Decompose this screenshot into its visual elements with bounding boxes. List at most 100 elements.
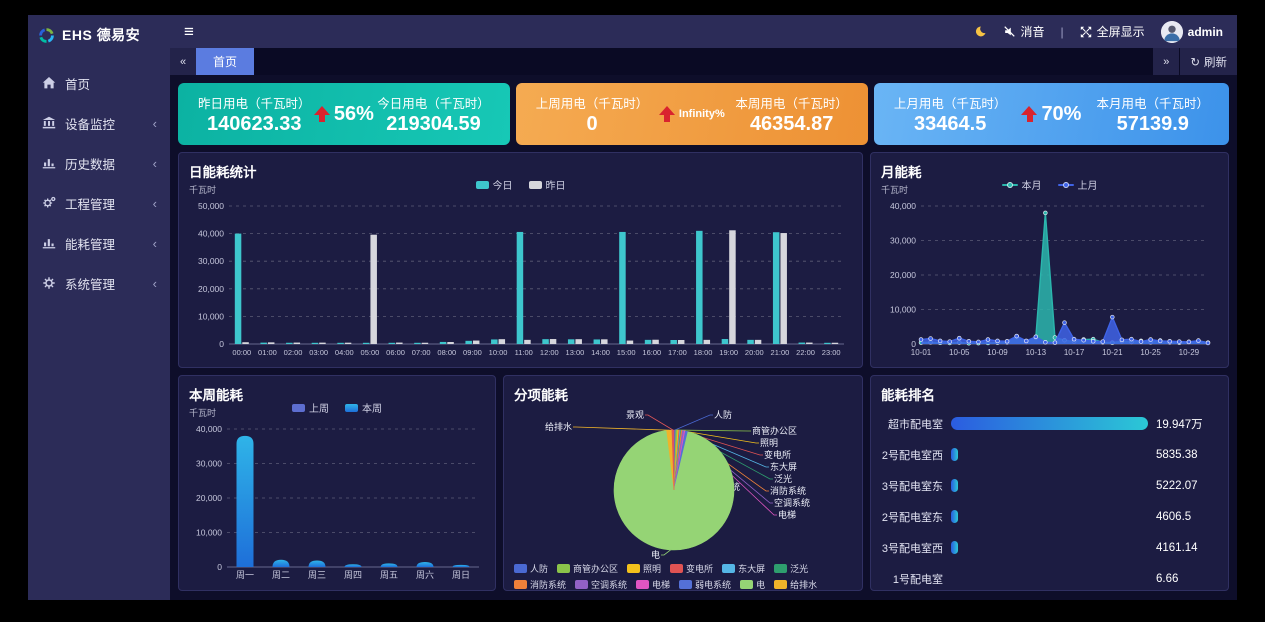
weekly-chart-legend: 上周 本周: [179, 400, 495, 415]
user-menu[interactable]: admin: [1160, 20, 1223, 43]
hamburger-menu-icon[interactable]: ≡: [184, 22, 194, 41]
legend-item[interactable]: 消防系统: [514, 578, 566, 590]
dashboard-content: 昨日用电（千瓦时） 140623.33 56% 今日用电（千瓦时） 219304…: [170, 75, 1237, 600]
refresh-icon: ↻: [1190, 56, 1200, 69]
legend-item[interactable]: 弱电系统: [679, 578, 731, 590]
ranking-bar: [951, 541, 958, 554]
main-area: ≡ 消音 | 全屏显示 admin: [170, 15, 1237, 600]
monthly-chart-legend: 本月 上月: [871, 177, 1228, 192]
sidebar-item-system-mgmt[interactable]: 系统管理 ‹: [28, 263, 170, 303]
legend-item[interactable]: 商管办公区: [557, 562, 618, 575]
svg-text:10,000: 10,000: [890, 305, 916, 315]
legend-item[interactable]: 本周: [345, 400, 382, 415]
legend-swatch: [475, 180, 489, 189]
svg-text:周四: 周四: [344, 570, 362, 580]
sidebar-item-label: 系统管理: [65, 277, 116, 292]
panel-unit: 千瓦时: [881, 185, 909, 195]
svg-text:15:00: 15:00: [617, 348, 636, 357]
legend-label: 昨日: [545, 181, 566, 192]
kpi-card-day: 昨日用电（千瓦时） 140623.33 56% 今日用电（千瓦时） 219304…: [178, 83, 510, 145]
chevron-left-icon: ‹: [152, 155, 157, 171]
sidebar-item-energy-mgmt[interactable]: 能耗管理 ‹: [28, 223, 170, 263]
legend-item[interactable]: 今日: [475, 177, 513, 192]
subitem-pie-chart: 人防商管办公区照明变电所东大屏泛光消防系统空调系统电梯弱电系统电给排水景观: [545, 409, 810, 560]
svg-text:10-13: 10-13: [1026, 348, 1047, 357]
kpi-label: 本周用电（千瓦时）: [735, 96, 848, 111]
legend-line-marker: [1057, 181, 1074, 188]
legend-swatch: [740, 580, 754, 589]
brand-ring-icon: [39, 27, 54, 43]
legend-item[interactable]: 泛光: [774, 562, 808, 575]
tabs-scroll-right-icon[interactable]: »: [1153, 48, 1180, 75]
svg-text:08:00: 08:00: [437, 348, 456, 357]
sidebar-item-history-data[interactable]: 历史数据 ‹: [28, 143, 170, 183]
svg-text:16:00: 16:00: [642, 348, 661, 357]
legend-item[interactable]: 照明: [627, 562, 661, 575]
mute-button[interactable]: 消音: [1003, 23, 1045, 40]
legend-swatch: [670, 564, 684, 573]
ranking-bar: [951, 417, 1148, 430]
panel-title: 本周能耗: [189, 388, 243, 403]
legend-item[interactable]: 空调系统: [575, 578, 628, 590]
ranking-label: 2号配电室西: [881, 449, 943, 462]
legend-label: 东大屏: [738, 564, 766, 574]
legend-item[interactable]: 电梯: [636, 578, 671, 590]
kpi-row: 昨日用电（千瓦时） 140623.33 56% 今日用电（千瓦时） 219304…: [178, 83, 1229, 145]
up-arrow-icon: [313, 106, 331, 122]
kpi-value: 0: [586, 112, 598, 135]
legend-item[interactable]: 人防: [514, 562, 548, 575]
svg-text:40,000: 40,000: [890, 201, 916, 211]
panel-unit: 千瓦时: [189, 185, 217, 195]
brand-logo: EHS 德易安: [28, 15, 170, 55]
legend-item[interactable]: 电: [740, 578, 765, 590]
svg-text:变电所: 变电所: [764, 449, 791, 460]
theme-toggle-button[interactable]: [973, 25, 987, 39]
legend-item[interactable]: 上周: [292, 400, 329, 415]
svg-text:10-09: 10-09: [987, 348, 1008, 357]
fullscreen-label: 全屏显示: [1096, 25, 1145, 39]
refresh-button[interactable]: ↻ 刷新: [1179, 48, 1237, 75]
legend-swatch: [514, 580, 527, 589]
panel-title: 能耗排名: [881, 388, 935, 403]
legend-item[interactable]: 上月: [1057, 177, 1098, 192]
svg-text:06:00: 06:00: [386, 348, 405, 357]
svg-text:07:00: 07:00: [412, 348, 431, 357]
svg-text:17:00: 17:00: [668, 348, 687, 357]
legend-item[interactable]: 本月: [1001, 177, 1042, 192]
legend-label: 空调系统: [591, 580, 628, 590]
mute-label: 消音: [1020, 25, 1045, 39]
ranking-label: 2号配电室东: [881, 511, 943, 524]
svg-text:10,000: 10,000: [198, 311, 224, 321]
ranking-value: 19.947万: [1156, 418, 1203, 431]
sidebar-item-project-mgmt[interactable]: 工程管理 ‹: [28, 183, 170, 223]
tab-home[interactable]: 首页: [196, 48, 255, 75]
ranking-label: 3号配电室东: [881, 480, 943, 493]
sidebar-item-label: 历史数据: [65, 157, 116, 172]
sidebar-item-home[interactable]: 首页: [28, 63, 170, 103]
kpi-delta-value: 70%: [1041, 102, 1082, 125]
svg-text:22:00: 22:00: [796, 348, 815, 357]
ranking-bar: [951, 479, 958, 492]
ranking-label: 超市配电室: [888, 418, 943, 431]
legend-item[interactable]: 东大屏: [722, 562, 765, 575]
legend-item[interactable]: 变电所: [670, 562, 713, 575]
tabs-scroll-left-icon[interactable]: «: [170, 48, 196, 75]
svg-text:消防系统: 消防系统: [770, 485, 806, 496]
legend-label: 电梯: [652, 580, 671, 590]
sidebar-item-label: 工程管理: [65, 197, 116, 212]
sidebar-item-device-monitor[interactable]: 设备监控 ‹: [28, 103, 170, 143]
ranking-row: 3号配电室西 4161.14: [881, 540, 1218, 556]
legend-swatch: [557, 564, 571, 573]
ranking-label: 3号配电室西: [881, 542, 943, 555]
svg-text:景观: 景观: [626, 410, 644, 420]
sidebar-item-label: 首页: [65, 77, 91, 92]
legend-item[interactable]: 给排水: [774, 578, 817, 590]
fullscreen-button[interactable]: 全屏显示: [1080, 23, 1145, 40]
legend-item[interactable]: 昨日: [528, 177, 566, 192]
svg-text:30,000: 30,000: [198, 256, 224, 266]
svg-text:0: 0: [911, 339, 916, 349]
legend-swatch: [575, 580, 589, 589]
mute-icon: [1003, 26, 1015, 37]
chevron-left-icon: ‹: [152, 275, 157, 291]
svg-text:20,000: 20,000: [198, 284, 224, 294]
